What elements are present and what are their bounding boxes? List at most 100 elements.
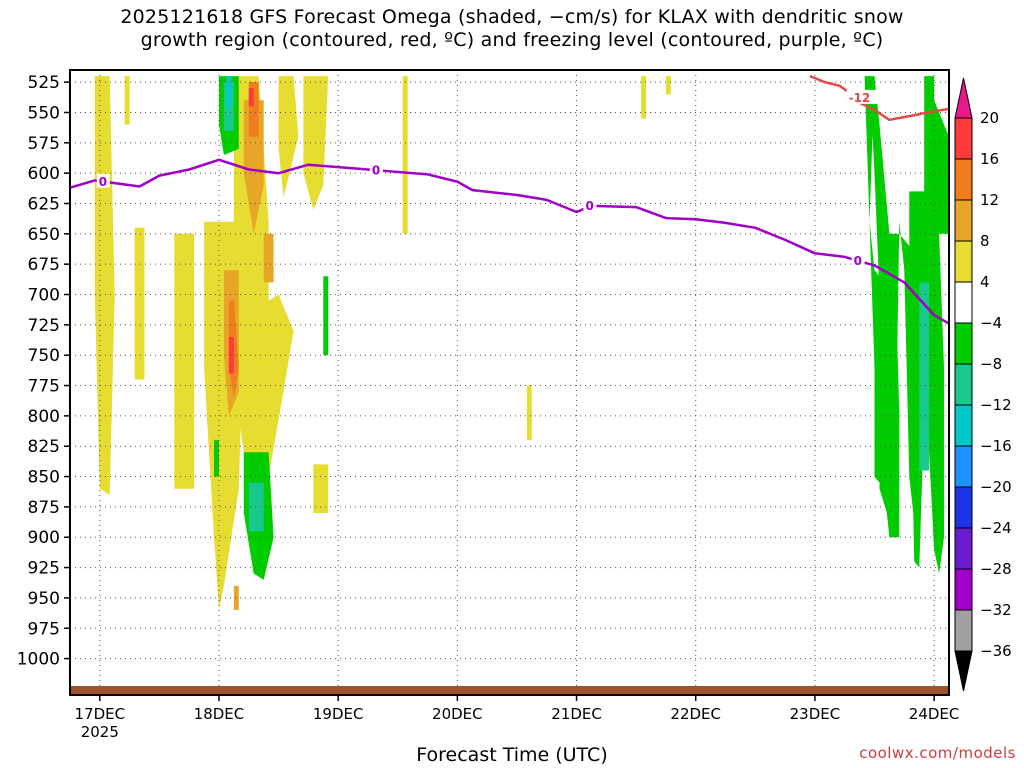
colorbar-bin-11 xyxy=(954,568,973,611)
y-tick-label-800: 800 xyxy=(28,407,60,427)
y-tick-label-725: 725 xyxy=(28,316,60,336)
freezing-level-contour-label-bg-2 xyxy=(583,197,597,212)
grid-lines xyxy=(70,70,949,695)
freezing-level-contour-label-0: 0 xyxy=(99,175,107,189)
x-tick-label-7: 24DEC xyxy=(909,705,960,723)
chart-title: 2025121618 GFS Forecast Omega (shaded, −… xyxy=(0,6,1024,52)
omega-region-20 xyxy=(228,337,234,374)
source-credit: coolwx.com/models xyxy=(859,744,1016,762)
omega-region-11 xyxy=(526,385,532,441)
omega-region-2 xyxy=(134,227,145,380)
dgz-contour-label-0: -12 xyxy=(849,91,871,105)
omega-region-24 xyxy=(214,440,219,477)
chart-title-line-2: growth region (contoured, red, ºC) and f… xyxy=(140,29,884,51)
omega-region-30 xyxy=(864,76,925,568)
colorbar-bin-3 xyxy=(954,240,973,283)
omega-region-3 xyxy=(174,233,195,489)
y-tick-label-525: 525 xyxy=(28,73,60,93)
colorbar-label-10: −24 xyxy=(980,519,1012,537)
y-tick-label-1000: 1000 xyxy=(17,650,60,670)
y-tick-label-625: 625 xyxy=(28,194,60,214)
x-tick-label-5: 22DEC xyxy=(670,705,721,723)
colorbar-label-7: −12 xyxy=(980,396,1012,414)
x-tick-label-1: 18DEC xyxy=(194,705,245,723)
dgz-contour-label-bg-0 xyxy=(846,89,878,104)
x-tick-label-0: 17DEC xyxy=(74,705,125,723)
omega-region-16 xyxy=(263,233,274,283)
x-tick-label-2: 19DEC xyxy=(313,705,364,723)
colorbar-bin-8 xyxy=(954,445,973,488)
y-tick-label-925: 925 xyxy=(28,559,60,579)
freezing-level-contour-line xyxy=(70,158,949,325)
omega-region-25 xyxy=(323,276,329,356)
freezing-level-contour-label-2: 0 xyxy=(585,199,593,213)
y-tick-label-600: 600 xyxy=(28,164,60,184)
omega-region-1 xyxy=(124,76,130,125)
dgz-contour-line xyxy=(809,74,949,122)
colorbar-label-0: 20 xyxy=(980,109,999,127)
omega-time-height-chart: 0 0 0 0 -12 525 550 575 600 625 650 675 700 725 750 77… xyxy=(17,69,1012,741)
y-tick-label-750: 750 xyxy=(28,346,60,366)
omega-region-9 xyxy=(313,464,329,513)
freezing-level-contour-label-1: 0 xyxy=(372,163,380,177)
colorbar-bottom-arrow xyxy=(954,650,973,692)
omega-region-10 xyxy=(402,76,408,234)
colorbar-bin-5 xyxy=(954,322,973,365)
colorbar-bin-12 xyxy=(954,609,973,652)
colorbar-bin-2 xyxy=(954,199,973,242)
colorbar-bin-6 xyxy=(954,363,973,406)
y-tick-label-900: 900 xyxy=(28,528,60,548)
colorbar-bin-9 xyxy=(954,486,973,529)
y-tick-label-550: 550 xyxy=(28,103,60,123)
y-tick-label-825: 825 xyxy=(28,437,60,457)
plot-frame xyxy=(69,69,950,696)
colorbar: 20 16 12 8 4 −4 −8 −12 −16 −20 −24 −28 −32 −36 xyxy=(954,77,1012,692)
y-tick-label-575: 575 xyxy=(28,134,60,154)
x-tick-label-4: 21DEC xyxy=(551,705,602,723)
colorbar-label-1: 16 xyxy=(980,150,999,168)
omega-region-21 xyxy=(248,88,254,107)
y-tick-label-850: 850 xyxy=(28,468,60,488)
y-axis: 525 550 575 600 625 650 675 700 725 750 775 800 825 8… xyxy=(17,73,70,670)
omega-region-32 xyxy=(919,282,930,471)
x-tick-sublabel-0: 2025 xyxy=(81,723,119,741)
omega-shading xyxy=(94,76,949,610)
y-tick-label-775: 775 xyxy=(28,377,60,397)
freezing-level-contour-label-bg-3 xyxy=(851,253,865,268)
colorbar-label-2: 12 xyxy=(980,191,999,209)
y-tick-label-700: 700 xyxy=(28,286,60,306)
omega-region-7 xyxy=(278,76,299,198)
y-tick-label-975: 975 xyxy=(28,619,60,639)
chart-title-line-1: 2025121618 GFS Forecast Omega (shaded, −… xyxy=(120,6,904,28)
x-axis-label: Forecast Time (UTC) xyxy=(416,744,608,766)
y-tick-label-950: 950 xyxy=(28,589,60,609)
colorbar-bin-7 xyxy=(954,404,973,447)
y-tick-label-875: 875 xyxy=(28,498,60,518)
colorbar-bin-0 xyxy=(954,117,973,160)
omega-region-17 xyxy=(233,585,239,610)
colorbar-label-12: −32 xyxy=(980,601,1012,619)
colorbar-label-13: −36 xyxy=(980,642,1012,660)
omega-region-28 xyxy=(226,76,232,107)
omega-region-13 xyxy=(665,76,671,95)
omega-region-27 xyxy=(248,482,264,532)
plot-background xyxy=(70,70,949,695)
colorbar-bin-1 xyxy=(954,158,973,201)
colorbar-label-9: −20 xyxy=(980,478,1012,496)
colorbar-label-11: −28 xyxy=(980,560,1012,578)
freezing-level-contour-label-bg-0 xyxy=(96,173,110,188)
omega-region-15 xyxy=(243,100,264,234)
omega-region-12 xyxy=(641,76,647,119)
y-tick-label-650: 650 xyxy=(28,225,60,245)
terrain-surface xyxy=(70,686,949,695)
x-tick-label-6: 23DEC xyxy=(790,705,841,723)
colorbar-label-4: 4 xyxy=(980,273,990,291)
colorbar-label-5: −4 xyxy=(980,314,1002,332)
colorbar-label-8: −16 xyxy=(980,437,1012,455)
contour-lines: 0 0 0 0 -12 xyxy=(70,74,949,325)
colorbar-top-arrow xyxy=(954,77,973,119)
freezing-level-contour-label-3: 0 xyxy=(854,254,862,268)
omega-region-6 xyxy=(238,294,294,489)
colorbar-label-3: 8 xyxy=(980,232,990,250)
